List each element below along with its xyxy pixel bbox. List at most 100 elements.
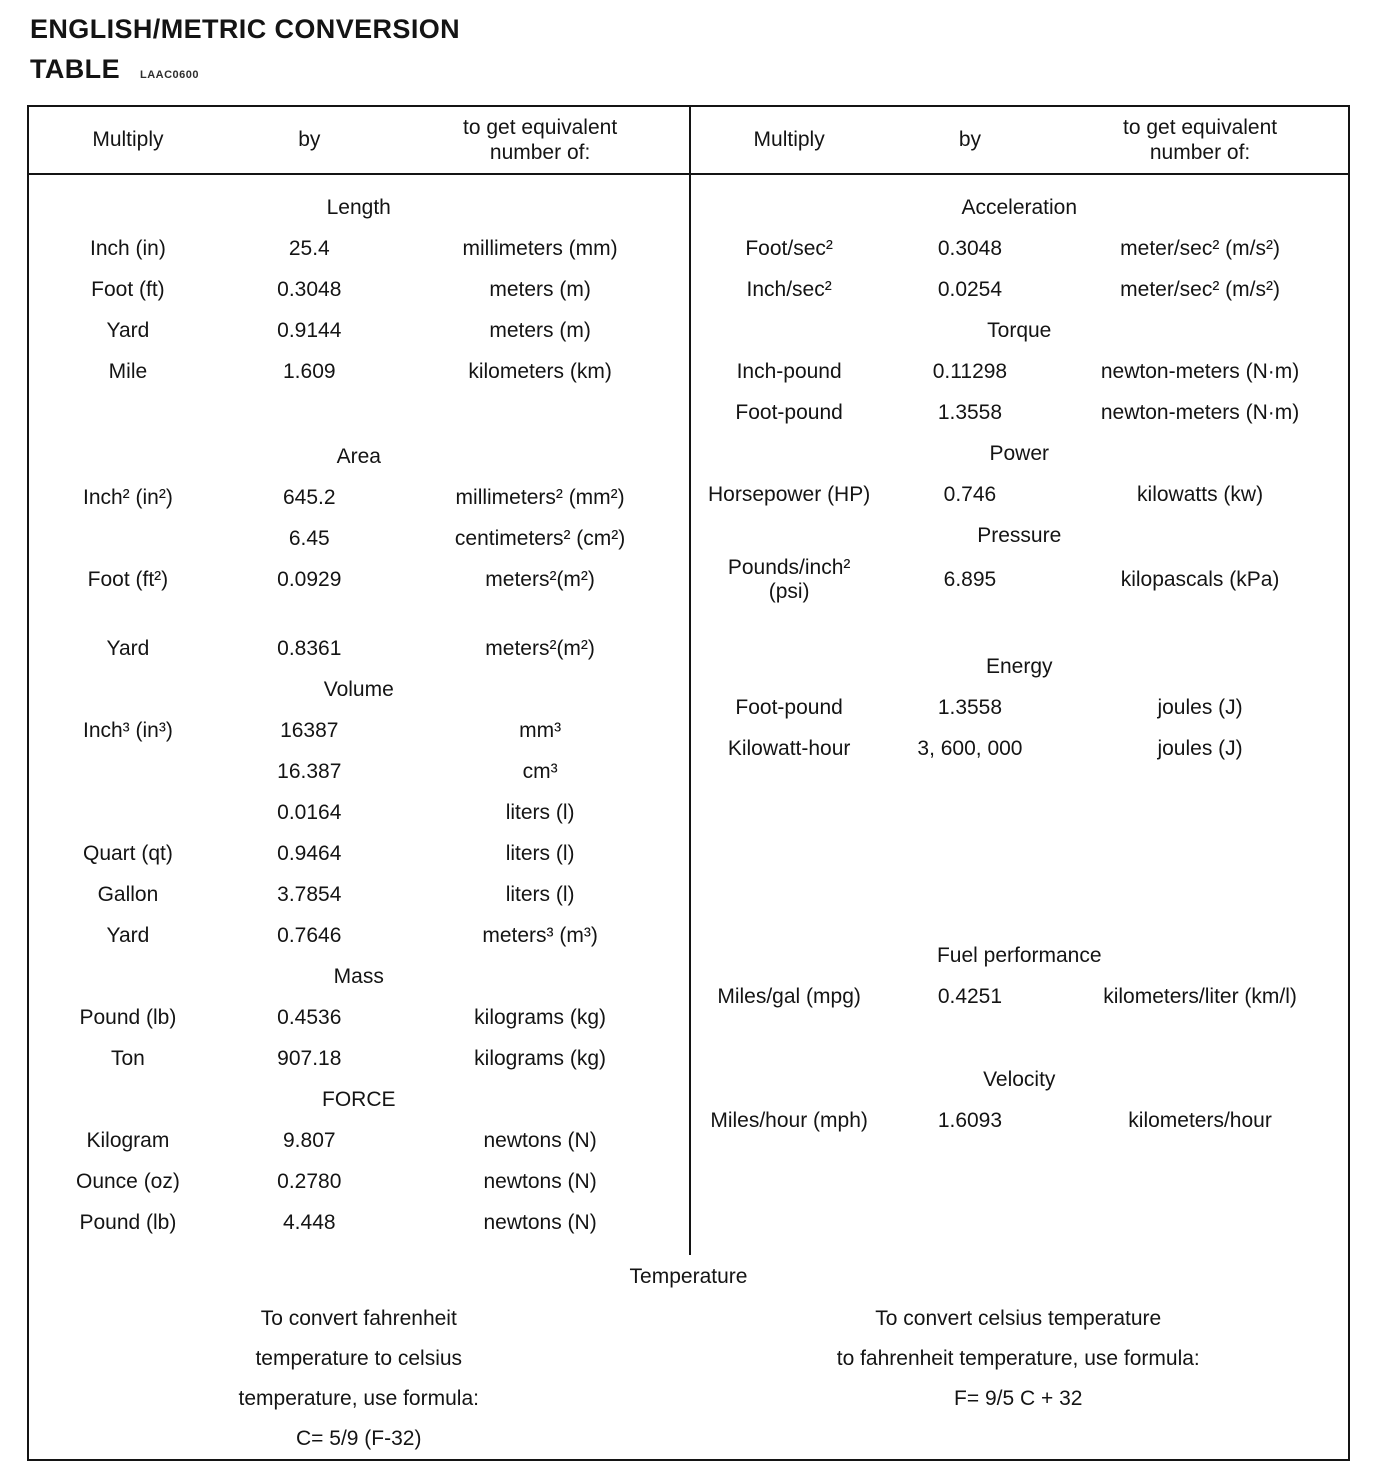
table-left-half: Multiply by to get equivalent number of:… bbox=[29, 107, 689, 1255]
conversion-row: Inch-pound 0.11298 newton-meters (N·m) bbox=[691, 351, 1349, 392]
table-right-half: Multiply by to get equivalent number of:… bbox=[688, 107, 1349, 1255]
cell-multiply: Pound (lb) bbox=[79, 1005, 177, 1029]
table-columns: Multiply by to get equivalent number of:… bbox=[29, 107, 1348, 1255]
conversion-row: 0.0164 liters (l) bbox=[29, 792, 689, 833]
cell-factor: 1.609 bbox=[283, 359, 336, 383]
cell-factor: 6.45 bbox=[288, 526, 330, 550]
section-title: Power bbox=[989, 442, 1050, 465]
cell-factor: 0.746 bbox=[943, 482, 997, 506]
cell-result: newton-meters (N·m) bbox=[1100, 400, 1300, 424]
cell-multiply: Foot (ft²) bbox=[87, 567, 169, 591]
section-energy: Energy Foot-pound 1.3558 joules (J) Kilowatt… bbox=[691, 646, 1349, 769]
cell-factor: 0.4536 bbox=[277, 1005, 342, 1029]
temperature-formula-line: To convert celsius temperature bbox=[875, 1307, 1162, 1330]
cell-result: joules (J) bbox=[1157, 695, 1243, 719]
cell-result: millimeters (mm) bbox=[462, 236, 618, 260]
section-volume: Volume Inch³ (in³) 16387 mm³ 16.387 cm³ 0.0164… bbox=[29, 669, 689, 956]
conversion-row: Inch³ (in³) 16387 mm³ bbox=[29, 710, 689, 751]
header-to-get: to get equivalent number of: bbox=[463, 115, 618, 164]
cell-factor: 0.0254 bbox=[937, 277, 1003, 301]
cell-result: meters (m) bbox=[489, 318, 591, 342]
conversion-row: Yard 0.9144 meters (m) bbox=[29, 310, 689, 351]
cell-multiply: Gallon bbox=[97, 882, 159, 906]
conversion-row: Horsepower (HP) 0.746 kilowatts (kw) bbox=[691, 474, 1349, 515]
cell-factor: 0.3048 bbox=[277, 277, 342, 301]
section-title: Length bbox=[326, 196, 391, 219]
cell-result: centimeters² (cm²) bbox=[454, 526, 626, 550]
temperature-section: Temperature To convert fahrenheit tempera… bbox=[29, 1255, 1348, 1459]
cell-factor: 3, 600, 000 bbox=[917, 736, 1023, 760]
conversion-row: Foot-pound 1.3558 joules (J) bbox=[691, 687, 1349, 728]
cell-result: millimeters² (mm²) bbox=[455, 485, 625, 509]
cell-factor: 0.3048 bbox=[937, 236, 1003, 260]
cell-result: mm³ bbox=[519, 718, 562, 742]
temperature-formula-line: To convert fahrenheit bbox=[260, 1307, 457, 1330]
cell-multiply: Foot (ft) bbox=[91, 277, 165, 301]
cell-multiply: Miles/hour (mph) bbox=[710, 1108, 868, 1132]
cell-multiply: Quart (qt) bbox=[82, 841, 173, 865]
cell-result: kilopascals (kPa) bbox=[1120, 568, 1280, 591]
header-to-get: to get equivalent number of: bbox=[1123, 115, 1278, 164]
conversion-row: 16.387 cm³ bbox=[29, 751, 689, 792]
section-title: Mass bbox=[333, 965, 384, 988]
conversion-row: Foot-pound 1.3558 newton-meters (N·m) bbox=[691, 392, 1349, 433]
cell-result: kilograms (kg) bbox=[474, 1005, 607, 1029]
cell-multiply: Inch/sec² bbox=[746, 277, 832, 301]
cell-factor: 0.0164 bbox=[277, 800, 342, 824]
conversion-row: Inch (in) 25.4 millimeters (mm) bbox=[29, 228, 689, 269]
page-header: ENGLISH/METRIC CONVERSION TABLE LAAC0600 bbox=[0, 0, 1376, 85]
section-title: Pressure bbox=[977, 524, 1062, 547]
cell-factor: 25.4 bbox=[288, 236, 330, 260]
temperature-formula-line: temperature to celsius bbox=[255, 1347, 463, 1370]
cell-result: newtons (N) bbox=[483, 1210, 597, 1234]
conversion-row: Foot/sec² 0.3048 meter/sec² (m/s²) bbox=[691, 228, 1349, 269]
cell-result: meters (m) bbox=[489, 277, 591, 301]
cell-result: newtons (N) bbox=[483, 1169, 597, 1193]
conversion-row: Pound (lb) 0.4536 kilograms (kg) bbox=[29, 997, 689, 1038]
cell-factor: 0.2780 bbox=[277, 1169, 342, 1193]
page-title-row2: TABLE LAAC0600 bbox=[30, 54, 1376, 85]
section-mass: Mass Pound (lb) 0.4536 kilograms (kg) Ton 907… bbox=[29, 956, 689, 1079]
cell-factor: 0.7646 bbox=[277, 923, 342, 947]
cell-multiply: Kilogram bbox=[86, 1128, 170, 1152]
page-title: ENGLISH/METRIC CONVERSION bbox=[30, 14, 461, 44]
conversion-row: Quart (qt) 0.9464 liters (l) bbox=[29, 833, 689, 874]
cell-result: newton-meters (N·m) bbox=[1100, 359, 1300, 383]
section-fuel-performance: Fuel performance Miles/gal (mpg) 0.4251 kil… bbox=[691, 935, 1349, 1017]
temperature-columns: To convert fahrenheit temperature to cels… bbox=[29, 1299, 1348, 1459]
celsius-to-fahrenheit-formula: To convert celsius temperature to fahrenh… bbox=[689, 1299, 1349, 1459]
cell-multiply: Inch (in) bbox=[89, 236, 166, 260]
conversion-row: Yard 0.8361 meters²(m²) bbox=[29, 628, 689, 669]
cell-factor: 1.6093 bbox=[937, 1108, 1003, 1132]
header-by: by bbox=[958, 128, 982, 152]
conversion-row: Foot (ft²) 0.0929 meters²(m²) bbox=[29, 559, 689, 600]
cell-factor: 4.448 bbox=[283, 1210, 336, 1234]
conversion-row: Miles/gal (mpg) 0.4251 kilometers/liter (k… bbox=[691, 976, 1349, 1017]
cell-result: kilowatts (kw) bbox=[1137, 482, 1264, 506]
temperature-formula-line: temperature, use formula: bbox=[238, 1387, 479, 1410]
conversion-row: Kilogram 9.807 newtons (N) bbox=[29, 1120, 689, 1161]
cell-factor: 0.4251 bbox=[937, 984, 1003, 1008]
cell-multiply: Horsepower (HP) bbox=[708, 482, 871, 506]
conversion-row: Kilowatt-hour 3, 600, 000 joules (J) bbox=[691, 728, 1349, 769]
cell-factor: 0.9144 bbox=[277, 318, 342, 342]
cell-result: meters²(m²) bbox=[485, 636, 595, 660]
conversion-table: Multiply by to get equivalent number of:… bbox=[27, 105, 1350, 1461]
cell-result: liters (l) bbox=[505, 800, 575, 824]
page-title-line2: TABLE bbox=[30, 54, 120, 84]
cell-result: cm³ bbox=[522, 759, 558, 783]
cell-factor: 1.3558 bbox=[937, 400, 1003, 424]
left-body: Length Inch (in) 25.4 millimeters (mm) Foot … bbox=[29, 175, 689, 1243]
temperature-title: Temperature bbox=[629, 1265, 748, 1288]
header-multiply: Multiply bbox=[753, 128, 825, 152]
cell-result: kilograms (kg) bbox=[474, 1046, 607, 1070]
cell-factor: 3.7854 bbox=[277, 882, 342, 906]
conversion-row: Ton 907.18 kilograms (kg) bbox=[29, 1038, 689, 1079]
cell-multiply: Inch² (in²) bbox=[82, 485, 173, 509]
section-title: Torque bbox=[987, 319, 1052, 342]
cell-result: kilometers/hour bbox=[1128, 1108, 1272, 1132]
cell-multiply: Inch-pound bbox=[736, 359, 842, 383]
cell-result: meters³ (m³) bbox=[482, 923, 598, 947]
cell-multiply: Yard bbox=[106, 923, 150, 947]
cell-multiply: Pound (lb) bbox=[79, 1210, 177, 1234]
